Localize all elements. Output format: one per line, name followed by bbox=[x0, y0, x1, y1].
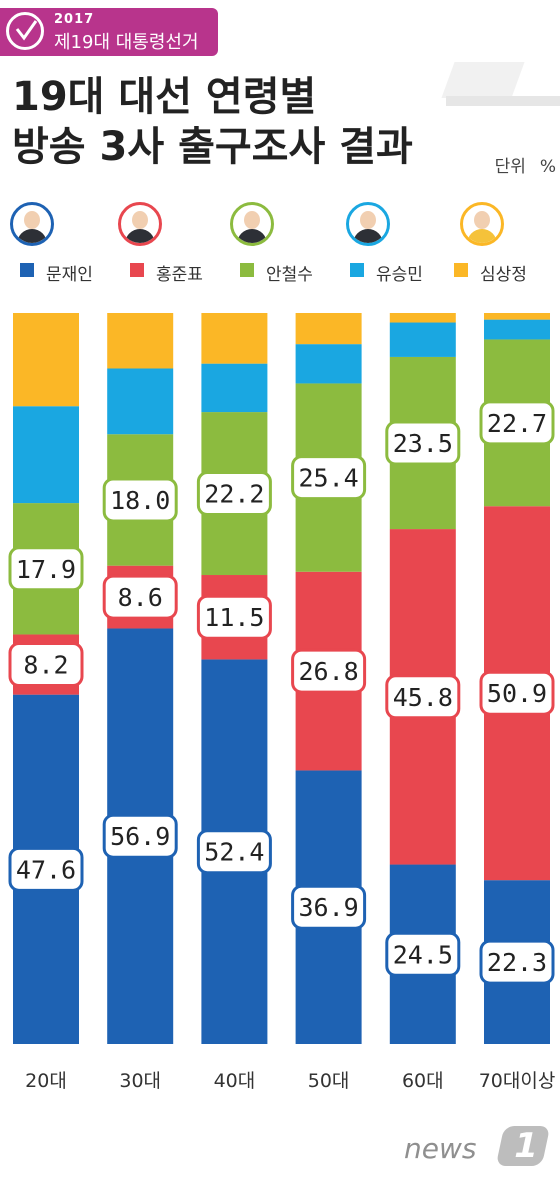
data-label: 56.9 bbox=[102, 813, 178, 859]
bar-segment bbox=[389, 322, 456, 357]
data-label: 11.5 bbox=[196, 594, 272, 640]
data-label: 22.2 bbox=[196, 471, 272, 517]
svg-text:11.5: 11.5 bbox=[204, 603, 264, 632]
bar-segment bbox=[201, 313, 268, 364]
data-label: 8.6 bbox=[102, 574, 178, 620]
bar-segment bbox=[201, 363, 268, 413]
category-label: 40대 bbox=[214, 1070, 256, 1092]
candidate-photo-yoo-icon bbox=[346, 202, 390, 246]
category-label: 70대이상 bbox=[479, 1070, 556, 1092]
badge-event-text: 제19대 대통령선거 bbox=[54, 32, 199, 53]
data-label: 26.8 bbox=[291, 648, 367, 694]
badge-year: 2017 bbox=[54, 12, 95, 27]
svg-text:26.8: 26.8 bbox=[298, 657, 358, 686]
data-label: 22.7 bbox=[479, 400, 555, 446]
bar-segment bbox=[107, 368, 174, 435]
data-label: 45.8 bbox=[385, 674, 461, 720]
bar-segment bbox=[13, 406, 79, 504]
legend-swatch bbox=[20, 263, 34, 277]
data-label: 22.3 bbox=[479, 939, 555, 985]
svg-text:25.4: 25.4 bbox=[298, 464, 358, 493]
svg-text:8.6: 8.6 bbox=[118, 583, 163, 612]
news1-logo: news 1 bbox=[404, 1124, 551, 1170]
candidate-photo-ahn-icon bbox=[230, 202, 274, 246]
legend-label: 심상정 bbox=[480, 265, 527, 285]
page-title: 19대 대선 연령별 방송 3사 출구조사 결과 bbox=[12, 72, 413, 172]
data-label: 50.9 bbox=[479, 670, 555, 716]
data-label: 23.5 bbox=[385, 420, 461, 466]
data-label: 25.4 bbox=[291, 455, 367, 501]
svg-text:52.4: 52.4 bbox=[204, 838, 264, 867]
bar-segment bbox=[13, 313, 79, 407]
data-label: 18.0 bbox=[102, 477, 178, 523]
legend-swatch bbox=[240, 263, 254, 277]
bar-segment bbox=[295, 313, 362, 345]
svg-text:47.6: 47.6 bbox=[16, 855, 76, 884]
candidate-photo-hong-icon bbox=[118, 202, 162, 246]
svg-text:8.2: 8.2 bbox=[23, 651, 68, 680]
bar-segment bbox=[484, 313, 550, 320]
stacked-bar-chart: 47.6 8.2 17.9 20대 56.9 8.6 18.0 30대 52.4 11.5 22.2… bbox=[8, 313, 556, 1092]
bar-segment bbox=[389, 313, 456, 323]
bar-segment bbox=[295, 344, 362, 384]
candidate-photo-moon-icon bbox=[10, 202, 54, 246]
svg-text:50.9: 50.9 bbox=[487, 679, 547, 708]
svg-text:18.0: 18.0 bbox=[110, 486, 170, 515]
svg-text:17.9: 17.9 bbox=[16, 555, 76, 584]
category-label: 20대 bbox=[25, 1070, 67, 1092]
data-label: 36.9 bbox=[291, 884, 367, 930]
title-line-1: 19대 대선 연령별 bbox=[12, 74, 317, 120]
ballot-box-icon bbox=[446, 96, 560, 106]
svg-text:56.9: 56.9 bbox=[110, 822, 170, 851]
bar-segment bbox=[484, 319, 550, 340]
unit-value: % bbox=[539, 157, 556, 177]
svg-text:36.9: 36.9 bbox=[298, 893, 358, 922]
legend-label: 문재인 bbox=[46, 265, 93, 285]
logo-mark: 1 bbox=[495, 1126, 551, 1166]
legend-label: 홍준표 bbox=[156, 265, 203, 285]
category-label: 30대 bbox=[119, 1070, 161, 1092]
category-label: 60대 bbox=[402, 1070, 444, 1092]
election-badge: 2017 제19대 대통령선거 bbox=[0, 8, 218, 56]
title-line-2: 방송 3사 출구조사 결과 bbox=[12, 124, 413, 170]
data-label: 8.2 bbox=[8, 642, 84, 688]
svg-text:24.5: 24.5 bbox=[393, 940, 453, 969]
legend-label: 유승민 bbox=[376, 265, 423, 285]
legend-swatch bbox=[130, 263, 144, 277]
logo-word: news bbox=[404, 1132, 477, 1165]
svg-text:23.5: 23.5 bbox=[393, 429, 453, 458]
svg-text:45.8: 45.8 bbox=[393, 683, 453, 712]
legend-swatch bbox=[454, 263, 468, 277]
unit-label: 단위 bbox=[494, 157, 526, 177]
svg-text:22.3: 22.3 bbox=[487, 948, 547, 977]
legend-swatch bbox=[350, 263, 364, 277]
candidate-photo-sim-icon bbox=[460, 202, 504, 246]
svg-text:22.7: 22.7 bbox=[487, 409, 547, 438]
category-label: 50대 bbox=[308, 1070, 350, 1092]
data-label: 17.9 bbox=[8, 546, 84, 592]
legend-label: 안철수 bbox=[266, 265, 313, 285]
bar-segment bbox=[107, 313, 174, 369]
data-label: 24.5 bbox=[385, 931, 461, 977]
ballot-check-icon bbox=[6, 12, 44, 50]
data-label: 52.4 bbox=[196, 829, 272, 875]
data-label: 47.6 bbox=[8, 846, 84, 892]
svg-text:22.2: 22.2 bbox=[204, 480, 264, 509]
ballot-paper-icon bbox=[441, 62, 525, 98]
unit-note: 단위% bbox=[481, 152, 556, 177]
